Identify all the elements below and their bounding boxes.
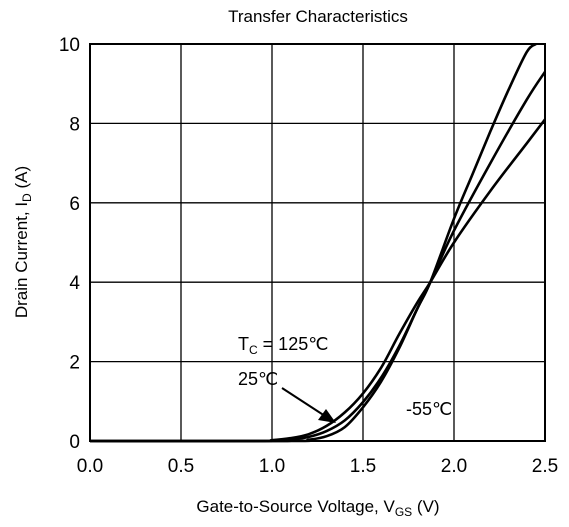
annotation-125c-subscript: C: [249, 343, 258, 357]
curve-series-2: [89, 71, 547, 443]
x-tick-label: 2.5: [532, 456, 558, 477]
x-axis-label-main: Gate-to-Source Voltage, V: [196, 497, 395, 516]
annotation-minus55c: -55℃: [406, 399, 452, 419]
grid: [90, 44, 545, 441]
x-tick-label: 1.0: [259, 456, 285, 477]
x-axis-label: Gate-to-Source Voltage, VGS (V): [196, 497, 439, 519]
y-axis-label-subscript: D: [20, 193, 34, 202]
curve-series-1: [89, 118, 547, 443]
x-tick-labels: 0.0 0.5 1.0 1.5 2.0 2.5: [77, 456, 558, 477]
x-axis-label-subscript: GS: [395, 505, 412, 519]
x-tick-label: 0.0: [77, 456, 103, 477]
annotation-arrowhead: [318, 409, 336, 423]
y-tick-labels: 0 2 4 6 8 10: [59, 35, 81, 453]
y-tick-label: 0: [69, 432, 80, 453]
curves: [89, 42, 547, 443]
y-tick-label: 6: [69, 194, 80, 215]
chart-title: Transfer Characteristics: [228, 7, 408, 26]
plot-frame: [89, 43, 546, 442]
y-axis-label-main: Drain Current, I: [12, 202, 31, 318]
x-axis-label-unit: (V): [417, 497, 440, 516]
y-axis-label: Drain Current, ID (A): [12, 166, 34, 318]
x-tick-label: 0.5: [168, 456, 194, 477]
annotation-25c: 25℃: [238, 369, 278, 389]
annotation-125c-t: T: [238, 334, 249, 354]
x-tick-label: 1.5: [350, 456, 376, 477]
y-tick-label: 4: [69, 273, 80, 294]
y-tick-label: 2: [69, 353, 80, 374]
y-tick-label: 10: [59, 35, 80, 56]
annotation-125c: TC = 125℃: [238, 334, 328, 357]
curve-series-3: [89, 42, 537, 443]
y-tick-label: 8: [69, 114, 80, 135]
y-axis-label-unit: (A): [12, 166, 31, 189]
annotation-arrow-line: [281, 387, 326, 417]
annotation-125c-rest: = 125℃: [258, 334, 329, 354]
x-tick-label: 2.0: [441, 456, 467, 477]
